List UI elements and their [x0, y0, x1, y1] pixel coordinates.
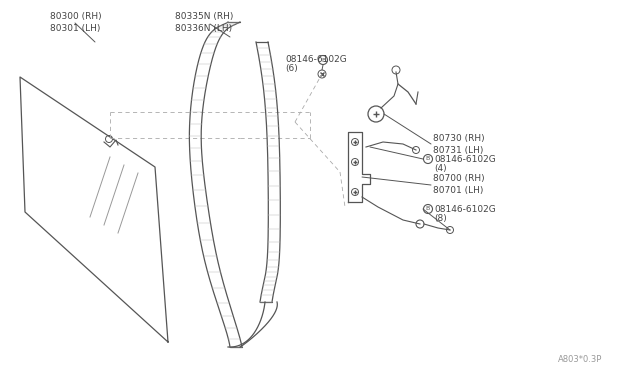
- Text: (4): (4): [434, 164, 447, 173]
- Text: 08146-6102G: 08146-6102G: [285, 55, 347, 64]
- Text: (6): (6): [285, 64, 298, 74]
- Text: 80301 (LH): 80301 (LH): [50, 23, 100, 32]
- Text: B: B: [321, 58, 325, 62]
- Text: 80700 (RH): 80700 (RH): [433, 174, 484, 183]
- Text: (8): (8): [434, 214, 447, 222]
- Text: 80730 (RH): 80730 (RH): [433, 135, 484, 144]
- Text: 08146-6102G: 08146-6102G: [434, 205, 496, 214]
- Text: 80731 (LH): 80731 (LH): [433, 145, 483, 154]
- Text: B: B: [426, 157, 430, 161]
- Text: B: B: [426, 206, 430, 212]
- Text: A803*0.3P: A803*0.3P: [558, 356, 602, 365]
- Text: 80335N (RH): 80335N (RH): [175, 13, 234, 22]
- Text: 80300 (RH): 80300 (RH): [50, 13, 102, 22]
- Text: 80701 (LH): 80701 (LH): [433, 186, 483, 195]
- Text: 08146-6102G: 08146-6102G: [434, 154, 496, 164]
- Text: 80336N (LH): 80336N (LH): [175, 23, 232, 32]
